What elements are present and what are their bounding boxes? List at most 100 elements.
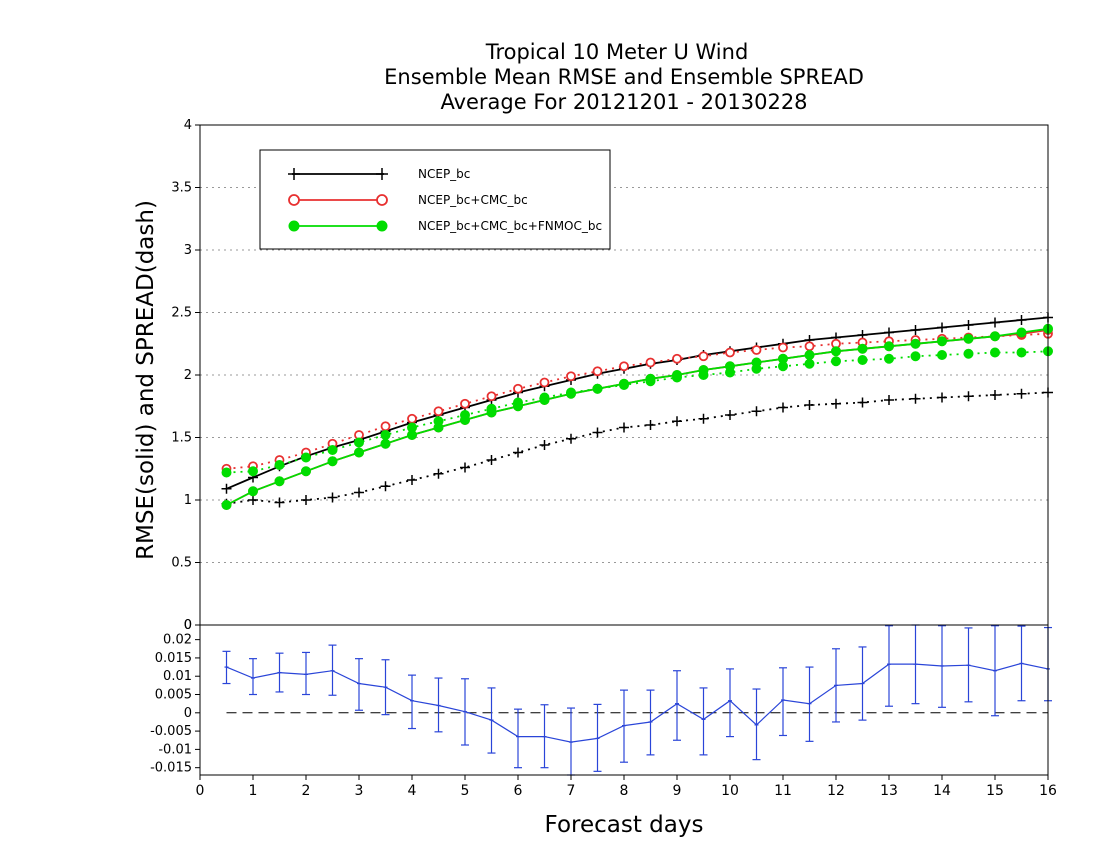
error-bar	[779, 667, 787, 737]
x-tick-label: 9	[673, 783, 682, 799]
error-bar	[752, 688, 761, 761]
error-bar	[381, 659, 390, 716]
legend-item: NCEP_bc	[288, 167, 470, 181]
y-tick-label: 0.015	[155, 651, 192, 666]
data-point-plus	[884, 327, 894, 338]
x-tick-label: 15	[986, 783, 1004, 799]
data-point-filled-circle	[380, 430, 391, 440]
data-point-filled-circle	[725, 361, 735, 372]
data-point-plus	[698, 413, 709, 424]
error-bar	[673, 670, 681, 741]
difference-panel-series	[222, 624, 1052, 776]
error-bar	[249, 658, 257, 696]
x-tick-label: 7	[567, 783, 576, 799]
data-point-open-circle	[751, 345, 762, 355]
error-bar	[328, 644, 337, 696]
data-point-plus	[937, 392, 947, 403]
data-point-filled-circle	[513, 401, 523, 412]
data-point-filled-circle	[248, 466, 258, 477]
data-point-plus	[407, 475, 417, 485]
data-point-open-circle	[672, 353, 682, 364]
legend-label: NCEP_bc+CMC_bc	[418, 193, 528, 207]
legend-label: NCEP_bc	[418, 167, 470, 181]
data-point-plus	[274, 497, 285, 508]
data-point-filled-circle	[288, 220, 300, 232]
data-point-filled-circle	[354, 447, 364, 458]
x-tick-label: 3	[355, 783, 364, 799]
data-point-open-circle	[698, 351, 709, 362]
y-tick-label: 0	[184, 618, 192, 633]
x-tick-label: 6	[514, 783, 523, 799]
data-point-plus	[990, 390, 1000, 400]
y-tick-label: 2	[184, 368, 192, 383]
data-point-filled-circle	[645, 373, 656, 384]
data-point-plus	[910, 393, 921, 404]
data-point-filled-circle	[354, 437, 364, 448]
y-axis-label: RMSE(solid) and SPREAD(dash)	[133, 200, 159, 560]
data-point-open-circle	[380, 421, 391, 432]
x-tick-label: 10	[721, 783, 739, 799]
data-point-plus	[778, 402, 788, 413]
data-point-filled-circle	[672, 370, 682, 380]
x-tick-label: 14	[933, 783, 951, 799]
error-bar	[620, 689, 628, 763]
data-point-filled-circle	[433, 422, 444, 433]
legend: NCEP_bc NCEP_bc+CMC_bc NCEP_bc+CMC_bc+FNMO…	[259, 149, 611, 250]
error-bar	[487, 687, 496, 754]
data-point-open-circle	[288, 194, 300, 206]
data-point-filled-circle	[274, 476, 285, 487]
data-point-plus	[354, 487, 364, 498]
series-1	[221, 325, 1053, 510]
data-point-plus	[301, 495, 311, 505]
data-point-filled-circle	[778, 353, 788, 364]
data-point-open-circle	[407, 413, 417, 424]
data-point-filled-circle	[592, 383, 603, 394]
series-rmse-line	[226, 327, 1049, 506]
data-point-open-circle	[619, 361, 629, 372]
y-tick-label: 0.02	[163, 633, 192, 648]
error-bar	[514, 708, 522, 769]
data-point-filled-circle	[221, 500, 232, 510]
error-bar	[832, 648, 840, 723]
data-point-plus	[1016, 388, 1027, 399]
y-tick-label: 2.5	[171, 306, 192, 321]
data-point-filled-circle	[857, 355, 868, 365]
data-point-filled-circle	[963, 333, 974, 344]
data-point-plus	[539, 440, 550, 450]
y-tick-label: -0.015	[150, 761, 192, 776]
data-point-filled-circle	[539, 395, 550, 405]
x-tick-label: 13	[880, 783, 898, 799]
data-point-filled-circle	[937, 336, 947, 347]
data-point-filled-circle	[910, 351, 921, 362]
data-point-filled-circle	[990, 331, 1000, 342]
data-point-filled-circle	[884, 341, 894, 352]
series-spread-line	[226, 350, 1049, 474]
data-point-open-circle	[566, 371, 576, 382]
data-point-plus	[327, 492, 338, 503]
legend-item: NCEP_bc+CMC_bc	[288, 193, 528, 207]
data-point-filled-circle	[460, 415, 470, 425]
data-point-plus	[288, 168, 300, 180]
error-bar	[222, 650, 231, 685]
data-point-open-circle	[376, 194, 388, 206]
data-point-open-circle	[486, 391, 497, 402]
data-point-plus	[884, 395, 894, 405]
data-point-filled-circle	[910, 338, 921, 349]
legend-label: NCEP_bc+CMC_bc+FNMOC_bc	[418, 219, 602, 233]
error-bar	[355, 658, 363, 711]
data-point-open-circle	[592, 366, 603, 377]
data-point-plus	[566, 433, 576, 444]
data-point-filled-circle	[804, 350, 815, 360]
x-tick-label: 1	[249, 783, 258, 799]
y-tick-label: 0	[184, 706, 192, 721]
data-point-open-circle	[513, 383, 523, 394]
x-axis-ticks: 0 1 2 3 4 5 6 7 8 9 10 11 12 13 14 15 16	[196, 775, 1057, 799]
y-tick-label: 1.5	[171, 431, 192, 446]
error-bar	[540, 704, 549, 769]
data-point-filled-circle	[566, 388, 576, 399]
chart-title-line-1: Tropical 10 Meter U Wind	[485, 40, 749, 64]
data-point-open-circle	[645, 357, 656, 368]
x-tick-label: 8	[620, 783, 629, 799]
data-point-open-circle	[460, 398, 470, 409]
data-point-filled-circle	[937, 350, 947, 360]
